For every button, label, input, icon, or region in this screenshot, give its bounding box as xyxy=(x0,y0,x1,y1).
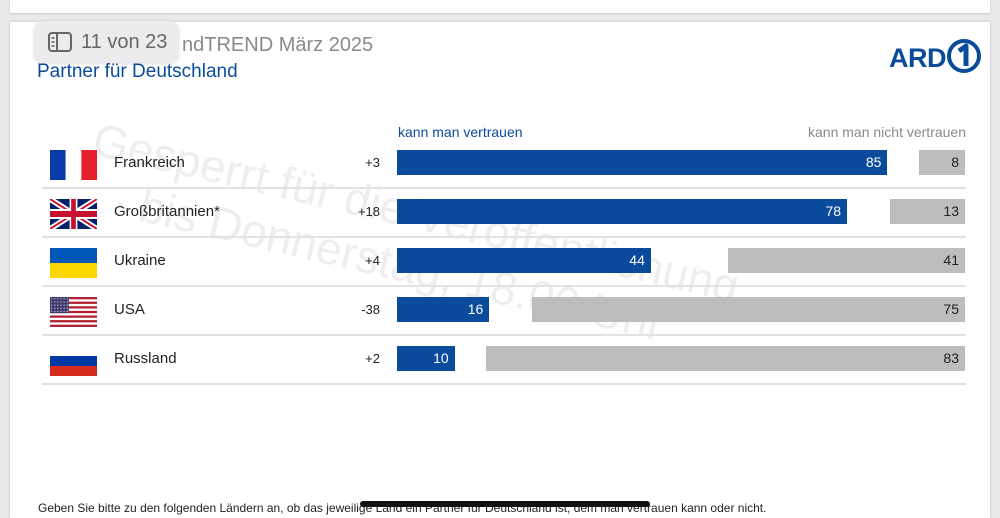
trust-bar: 10 xyxy=(397,346,455,371)
ard-one-logo-icon xyxy=(947,38,981,78)
france-flag-icon xyxy=(50,150,97,180)
sidebar-icon xyxy=(48,32,72,52)
country-label: USA xyxy=(114,301,145,318)
chart-row: USA -38 16 75 xyxy=(42,287,966,336)
trust-bar: 85 xyxy=(397,150,888,175)
distrust-value-label: 83 xyxy=(943,350,959,366)
distrust-bar: 83 xyxy=(486,346,965,371)
row-divider xyxy=(42,236,966,238)
trust-value-label: 85 xyxy=(865,154,882,170)
trust-value-label: 10 xyxy=(433,350,449,366)
trust-bar: 16 xyxy=(397,297,490,322)
slide-subtitle: Partner für Deutschland xyxy=(37,61,238,82)
change-label: +4 xyxy=(365,253,380,268)
home-indicator[interactable] xyxy=(360,501,650,507)
ard-logo: ARD xyxy=(889,38,981,78)
change-label: -38 xyxy=(361,302,380,317)
page-counter-label: 11 von 23 xyxy=(81,30,168,53)
change-label: +2 xyxy=(365,351,380,366)
trust-bar: 78 xyxy=(397,199,848,224)
distrust-value-label: 8 xyxy=(951,154,959,170)
country-label: Ukraine xyxy=(114,252,166,269)
change-label: +18 xyxy=(357,204,380,219)
country-label: Frankreich xyxy=(114,154,185,171)
logo-text: ARD xyxy=(889,42,947,73)
distrust-bar: 8 xyxy=(918,150,965,175)
row-divider xyxy=(42,383,966,385)
row-divider xyxy=(42,187,966,189)
row-divider xyxy=(42,285,966,287)
country-label: Großbritannien* xyxy=(114,203,220,220)
distrust-bar: 13 xyxy=(889,199,965,224)
usa-flag-icon xyxy=(50,297,97,327)
chart-row: Ukraine +4 44 41 xyxy=(42,238,966,287)
legend-trust: kann man vertrauen xyxy=(398,124,523,140)
change-label: +3 xyxy=(365,155,380,170)
distrust-value-label: 13 xyxy=(943,203,959,219)
page-counter-button[interactable]: 11 von 23 xyxy=(34,21,180,63)
previous-slide-edge xyxy=(10,0,990,13)
chart-row: Großbritannien* +18 78 13 xyxy=(42,189,966,238)
russia-flag-icon xyxy=(50,346,97,376)
chart-row: Russland +2 10 83 xyxy=(42,336,966,385)
trust-value-label: 16 xyxy=(467,301,484,317)
trust-value-label: 44 xyxy=(629,252,645,268)
uk-flag-icon xyxy=(50,199,97,229)
ukraine-flag-icon xyxy=(50,248,97,278)
trust-value-label: 78 xyxy=(825,203,842,219)
distrust-bar: 75 xyxy=(532,297,965,322)
trust-bar: 44 xyxy=(397,248,651,273)
distrust-bar: 41 xyxy=(728,248,965,273)
country-label: Russland xyxy=(114,350,177,367)
row-divider xyxy=(42,334,966,336)
legend-distrust: kann man nicht vertrauen xyxy=(808,124,966,140)
slide-title: ndTREND März 2025 xyxy=(182,34,374,56)
distrust-value-label: 41 xyxy=(943,252,959,268)
distrust-value-label: 75 xyxy=(943,301,959,317)
chart-row: Frankreich +3 85 8 xyxy=(42,140,966,189)
